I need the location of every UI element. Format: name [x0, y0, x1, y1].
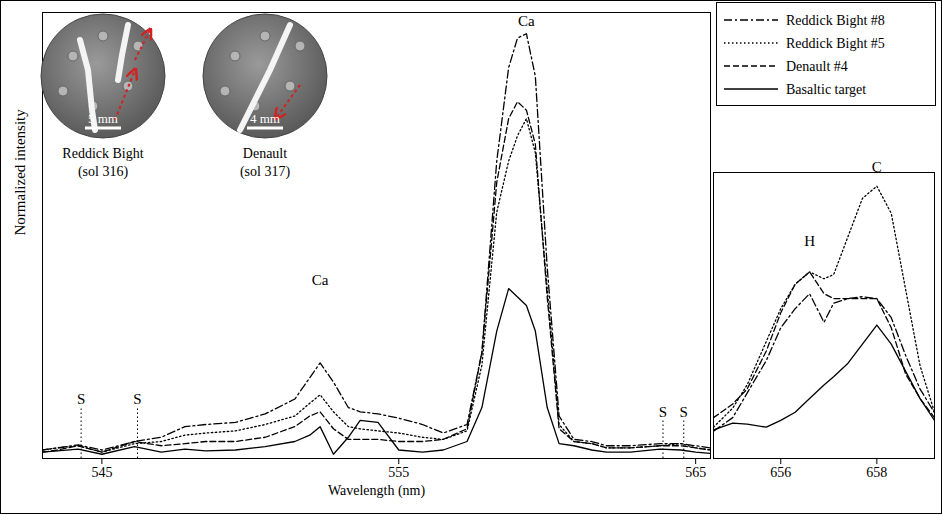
svg-text:Wavelength (nm): Wavelength (nm) — [328, 483, 426, 499]
svg-text:S: S — [133, 391, 141, 407]
svg-text:S: S — [77, 391, 85, 407]
svg-text:565: 565 — [685, 465, 706, 480]
svg-text:Reddick Bight #8: Reddick Bight #8 — [786, 13, 885, 28]
svg-text:4 mm: 4 mm — [250, 111, 280, 126]
svg-text:545: 545 — [91, 465, 112, 480]
svg-text:Ca: Ca — [518, 13, 535, 29]
svg-text:555: 555 — [388, 465, 409, 480]
svg-text:656: 656 — [770, 465, 791, 480]
svg-text:Denault #4: Denault #4 — [786, 59, 848, 74]
svg-text:S: S — [680, 404, 688, 420]
svg-text:(sol 316): (sol 316) — [78, 164, 129, 180]
svg-text:C: C — [871, 159, 882, 175]
svg-text:Reddick Bight #5: Reddick Bight #5 — [786, 36, 885, 51]
svg-text:Denault: Denault — [243, 146, 287, 161]
svg-text:(sol 317): (sol 317) — [240, 164, 291, 180]
svg-text:Basaltic target: Basaltic target — [786, 82, 866, 97]
svg-text:Ca: Ca — [312, 272, 329, 288]
svg-text:5 mm: 5 mm — [88, 111, 118, 126]
svg-text:Reddick Bight: Reddick Bight — [62, 146, 143, 161]
svg-text:658: 658 — [866, 465, 887, 480]
svg-text:H: H — [804, 233, 815, 249]
svg-text:Normalized intensity: Normalized intensity — [12, 109, 28, 236]
svg-text:S: S — [659, 404, 667, 420]
